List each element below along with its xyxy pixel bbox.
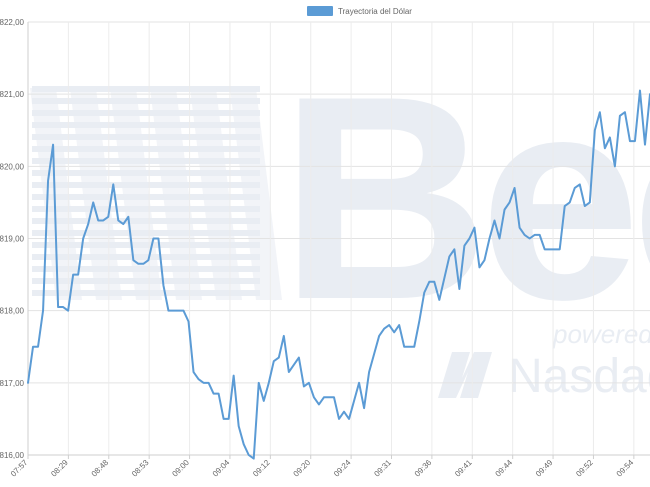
watermark-stripe-logo [30,86,282,300]
watermark-chevron [30,88,82,300]
watermark-stripe [32,110,260,116]
x-tick-label: 08:53 [130,458,151,479]
watermark-chevron [190,88,242,300]
bec-watermark: Bec powered b Nasdaq [30,36,650,403]
watermark-brand-text: Bec [280,36,650,360]
chart-grid [27,21,650,456]
y-tick-label: 821,00 [0,90,25,99]
x-tick-label: 07:57 [9,458,30,479]
x-tick-label: 09:04 [211,458,232,479]
x-tick-label: 09:54 [615,458,636,479]
legend-swatch[interactable] [307,6,333,16]
y-tick-label: 819,00 [0,235,25,244]
watermark-stripe [32,158,260,164]
watermark-stripe [32,122,260,128]
x-tick-label: 09:44 [494,458,515,479]
x-tick-label: 09:36 [413,458,434,479]
x-tick-label: 09:12 [251,458,272,479]
x-tick-label: 09:20 [292,458,313,479]
y-tick-label: 822,00 [0,18,25,27]
y-tick-label: 816,00 [0,451,25,460]
x-tick-label: 09:00 [170,458,191,479]
watermark-partner-text: Nasdaq [508,350,650,403]
x-tick-label: 09:24 [332,458,353,479]
series-line-dolar[interactable] [27,89,650,460]
legend-label[interactable]: Trayectoria del Dólar [338,7,412,16]
watermark-chevron [150,88,202,300]
watermark-stripe [32,134,260,140]
y-axis: 816,00 817,00 818,00 819,00 820,00 821,00 822,… [0,18,25,460]
watermark-stripe [32,86,260,92]
y-tick-label: 820,00 [0,162,25,171]
x-axis: 07:57 08:29 08:48 08:53 09:00 09:04 09:12 09:20… [9,455,636,479]
x-tick-label: 09:49 [534,458,555,479]
y-tick-label: 818,00 [0,307,25,316]
legend[interactable]: Trayectoria del Dólar [307,6,412,16]
x-tick-label: 09:31 [372,458,393,479]
x-tick-label: 09:41 [453,458,474,479]
x-tick-label: 08:29 [49,458,70,479]
watermark-chevron [230,88,282,300]
series-layer [27,89,650,460]
x-tick-label: 08:48 [90,458,111,479]
watermark-stripe [32,146,260,152]
nasdaq-logo-icon [438,352,492,398]
watermark-powered-text: powered b [552,319,650,349]
x-tick-label: 09:52 [574,458,595,479]
watermark-stripe [32,98,260,104]
y-tick-label: 817,00 [0,379,25,388]
